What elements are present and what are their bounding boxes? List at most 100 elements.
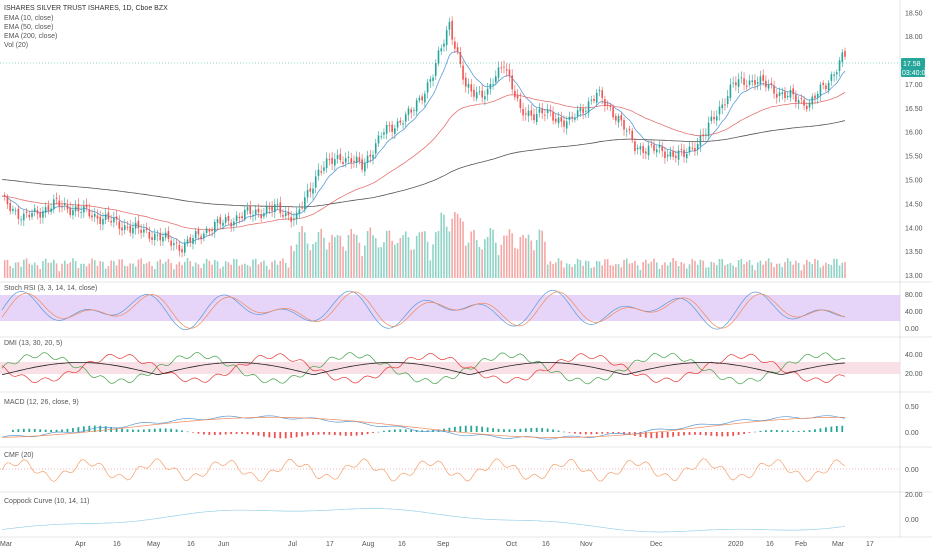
- candle-body: [647, 145, 650, 156]
- candle-body: [808, 102, 811, 108]
- cmf-pane: CMF (20) 0.00: [0, 452, 919, 482]
- macd-hist-bar: [715, 432, 718, 437]
- volume-bar: [391, 240, 393, 278]
- volume-bar: [407, 237, 410, 278]
- candle-body: [795, 94, 797, 102]
- volume-bar: [721, 258, 724, 278]
- candle-body: [688, 146, 691, 153]
- legend-ema10: EMA (10, close): [4, 15, 53, 22]
- candle-body: [677, 150, 680, 160]
- macd-hist-bar: [535, 427, 538, 432]
- candle-body: [399, 120, 402, 123]
- volume-bar: [140, 258, 142, 278]
- candle-body: [786, 95, 789, 98]
- macd-hist-bar: [492, 428, 494, 432]
- volume-bar: [342, 246, 344, 278]
- volume-bar: [279, 260, 282, 278]
- candle-body: [803, 99, 805, 106]
- volume-bar: [740, 258, 743, 278]
- macd-hist-bar: [464, 425, 467, 432]
- candle-body: [126, 226, 129, 228]
- macd-hist-bar: [644, 432, 647, 438]
- macd-hist-bar: [142, 429, 145, 432]
- volume-bar: [549, 261, 552, 278]
- candle-body: [557, 117, 560, 124]
- macd-hist-bar: [814, 429, 816, 432]
- candle-body: [825, 85, 827, 90]
- candle-body: [175, 242, 178, 244]
- volume-bar: [571, 266, 573, 278]
- candle-body: [80, 212, 82, 214]
- candle-body: [585, 110, 587, 112]
- pane-separators: [0, 0, 932, 538]
- price-tick-label: 16.50: [905, 106, 923, 113]
- volume-bar: [203, 263, 205, 278]
- candle-body: [263, 213, 265, 217]
- time-tick-label: 17: [326, 541, 334, 548]
- candle-body: [50, 208, 52, 212]
- volume-bar: [145, 263, 148, 278]
- candle-body: [284, 212, 287, 216]
- volume-bar: [211, 264, 213, 278]
- volume-bar: [424, 231, 426, 278]
- candle-body: [546, 109, 549, 114]
- candle-body: [503, 66, 505, 68]
- volume-bar: [421, 231, 423, 278]
- volume-bar: [432, 244, 434, 278]
- volume-bar: [538, 229, 541, 278]
- candle-body: [740, 77, 743, 79]
- candle-body: [454, 41, 456, 49]
- stoch-tick-80: 80.00: [905, 292, 923, 299]
- candle-body: [552, 112, 554, 121]
- dmi-plus-line: [1, 352, 846, 385]
- volume-bar: [765, 261, 767, 278]
- volume-bar: [6, 259, 9, 278]
- volume-bar: [53, 259, 55, 278]
- macd-hist-bar: [563, 431, 565, 433]
- candle-body: [669, 151, 672, 157]
- volume-bar: [636, 265, 639, 278]
- macd-hist-bar: [470, 425, 473, 432]
- time-tick-label: 16: [542, 541, 550, 548]
- volume-bar: [156, 261, 159, 278]
- candle-body: [99, 216, 102, 224]
- volume-bar: [186, 258, 189, 278]
- volume-bar: [143, 263, 145, 278]
- candle-body: [110, 220, 112, 223]
- volume-bar: [235, 259, 238, 278]
- candle-body: [58, 200, 61, 207]
- volume-bar: [555, 262, 557, 278]
- volume-bar: [47, 262, 50, 278]
- volume-bar: [617, 264, 620, 278]
- volume-bar: [380, 247, 383, 278]
- candle-body: [522, 108, 524, 116]
- time-tick-label: Jun: [218, 541, 229, 548]
- candle-body: [312, 188, 314, 194]
- dmi-adx-line: [1, 362, 846, 376]
- candle-body: [246, 207, 249, 211]
- candle-body: [555, 118, 557, 122]
- volume-bar: [786, 258, 789, 278]
- volume-bar: [364, 245, 366, 278]
- macd-hist-bar: [121, 428, 123, 432]
- volume-bar: [685, 268, 688, 278]
- macd-hist-bar: [219, 432, 222, 435]
- macd-hist-bar: [748, 432, 751, 433]
- volume-bar: [415, 235, 418, 278]
- candle-body: [25, 211, 28, 214]
- volume-bar: [735, 267, 737, 278]
- volume-bar: [353, 234, 355, 278]
- candle-body: [12, 208, 14, 211]
- macd-hist-bar: [77, 427, 80, 432]
- price-tick-label: 13.00: [905, 273, 923, 280]
- volume-bar: [42, 261, 44, 278]
- candle-body: [314, 176, 317, 188]
- volume-bar: [434, 232, 437, 278]
- volume-bar: [77, 267, 80, 278]
- macd-hist-bar: [726, 432, 729, 437]
- candle-body: [167, 230, 170, 239]
- candle-body: [77, 204, 80, 212]
- legend-ema50: EMA (50, close): [4, 24, 53, 31]
- dmi-minus-line: [1, 352, 846, 384]
- candle-body: [287, 212, 290, 216]
